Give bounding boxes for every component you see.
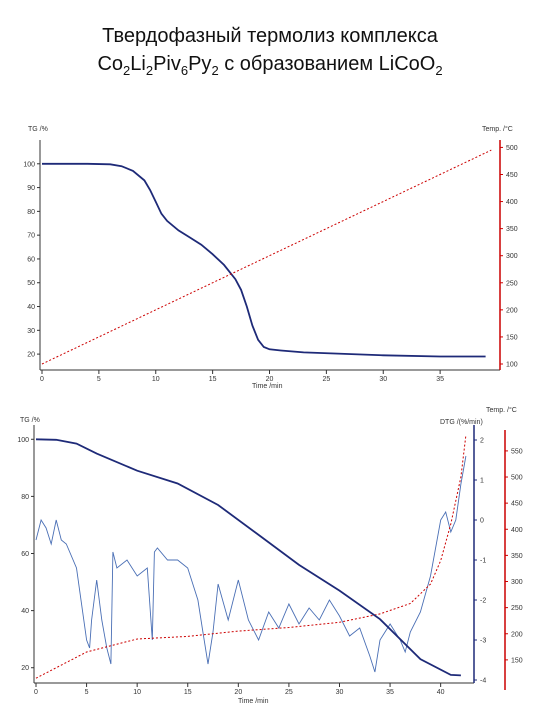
x-tick-label: 20 [266, 376, 274, 383]
x-axis-label: Time /min [252, 383, 283, 390]
y-right-tick-label: 150 [506, 334, 518, 341]
y-left-tick-label: 60 [21, 551, 29, 558]
y-outer-tick-label: 550 [511, 448, 523, 455]
x-tick-label: 0 [40, 376, 44, 383]
y-outer-tick-label: 150 [511, 657, 523, 664]
y-right-tick-label: 250 [506, 280, 518, 287]
y-left-tick-label: 80 [21, 494, 29, 501]
y-outer-tick-label: 500 [511, 475, 523, 482]
y-inner-tick-label: -2 [480, 598, 486, 605]
y-inner-tick-label: -3 [480, 638, 486, 645]
x-axis-label: Time /min [238, 698, 269, 705]
x-tick-label: 20 [234, 689, 242, 696]
title-sub: 2 [123, 63, 131, 78]
title-line-2: Co2Li2Piv6Py2 с образованием LiCoO2 [0, 50, 540, 85]
y-axis-right-inner-label: DTG /(%/min) [440, 419, 483, 426]
x-tick-label: 5 [85, 689, 89, 696]
y-left-tick-label: 40 [27, 304, 35, 311]
x-tick-label: 15 [209, 376, 217, 383]
y-left-tick-label: 60 [27, 256, 35, 263]
x-tick-label: 15 [184, 689, 192, 696]
y-right-tick-label: 100 [506, 362, 518, 369]
y-left-tick-label: 90 [27, 185, 35, 192]
tg-curve [42, 162, 486, 358]
x-tick-label: 0 [34, 689, 38, 696]
y-outer-tick-label: 300 [511, 579, 523, 586]
title-part: Piv [153, 53, 181, 75]
y-right-tick-label: 400 [506, 199, 518, 206]
y-left-tick-label: 20 [27, 352, 35, 359]
title-line-1: Твердофазный термолиз комплекса [102, 25, 438, 47]
y-left-tick-label: 100 [17, 437, 29, 444]
title-sub: 2 [145, 63, 154, 78]
temperature-curve [41, 149, 492, 365]
x-tick-label: 35 [436, 376, 444, 383]
x-tick-label: 30 [379, 376, 387, 383]
y-right-tick-label: 350 [506, 226, 518, 233]
x-tick-label: 10 [133, 689, 141, 696]
y-axis-right-outer-label: Temp. /°C [486, 406, 517, 414]
y-inner-tick-label: -4 [480, 678, 486, 685]
y-right-tick-label: 500 [506, 145, 518, 152]
y-left-tick-label: 30 [27, 328, 35, 335]
x-tick-label: 30 [336, 689, 344, 696]
y-right-tick-label: 200 [506, 307, 518, 314]
x-tick-label: 25 [285, 689, 293, 696]
title-part: Co [97, 53, 124, 75]
y-left-tick-label: 20 [21, 665, 29, 672]
title-sub: 2 [211, 63, 219, 78]
y-outer-tick-label: 350 [511, 553, 523, 560]
y-axis-left-label: TG /% [28, 126, 48, 133]
x-tick-label: 35 [386, 689, 394, 696]
y-left-tick-label: 40 [21, 608, 29, 615]
title-part: Py [188, 53, 212, 75]
y-outer-tick-label: 250 [511, 605, 523, 612]
tg-curve [35, 438, 461, 677]
y-left-tick-label: 70 [27, 233, 35, 240]
title-sub: 2 [435, 63, 443, 78]
temperature-curve [35, 435, 467, 679]
x-tick-label: 10 [152, 376, 160, 383]
y-outer-tick-label: 450 [511, 501, 523, 508]
y-left-tick-label: 80 [27, 209, 35, 216]
x-tick-label: 40 [437, 689, 445, 696]
y-outer-tick-label: 400 [511, 527, 523, 534]
slide-title: Твердофазный термолиз комплекса Co2Li2Pi… [0, 22, 540, 85]
y-right-tick-label: 300 [506, 253, 518, 260]
y-inner-tick-label: 0 [480, 518, 484, 525]
y-left-tick-label: 100 [23, 161, 35, 168]
y-left-tick-label: 50 [27, 280, 35, 287]
y-inner-tick-label: -1 [480, 558, 486, 565]
y-inner-tick-label: 1 [480, 478, 484, 485]
y-inner-tick-label: 2 [480, 438, 484, 445]
y-outer-tick-label: 200 [511, 631, 523, 638]
y-right-tick-label: 450 [506, 172, 518, 179]
title-sub: 6 [180, 63, 189, 78]
title-part: Li [130, 53, 146, 75]
title-part: с образованием LiCoO [218, 53, 436, 75]
y-axis-right-label: Temp. /°C [482, 125, 513, 133]
x-tick-label: 5 [97, 376, 101, 383]
x-tick-label: 25 [322, 376, 330, 383]
dtg-curve [35, 455, 467, 673]
y-axis-left-label: TG /% [20, 417, 40, 424]
